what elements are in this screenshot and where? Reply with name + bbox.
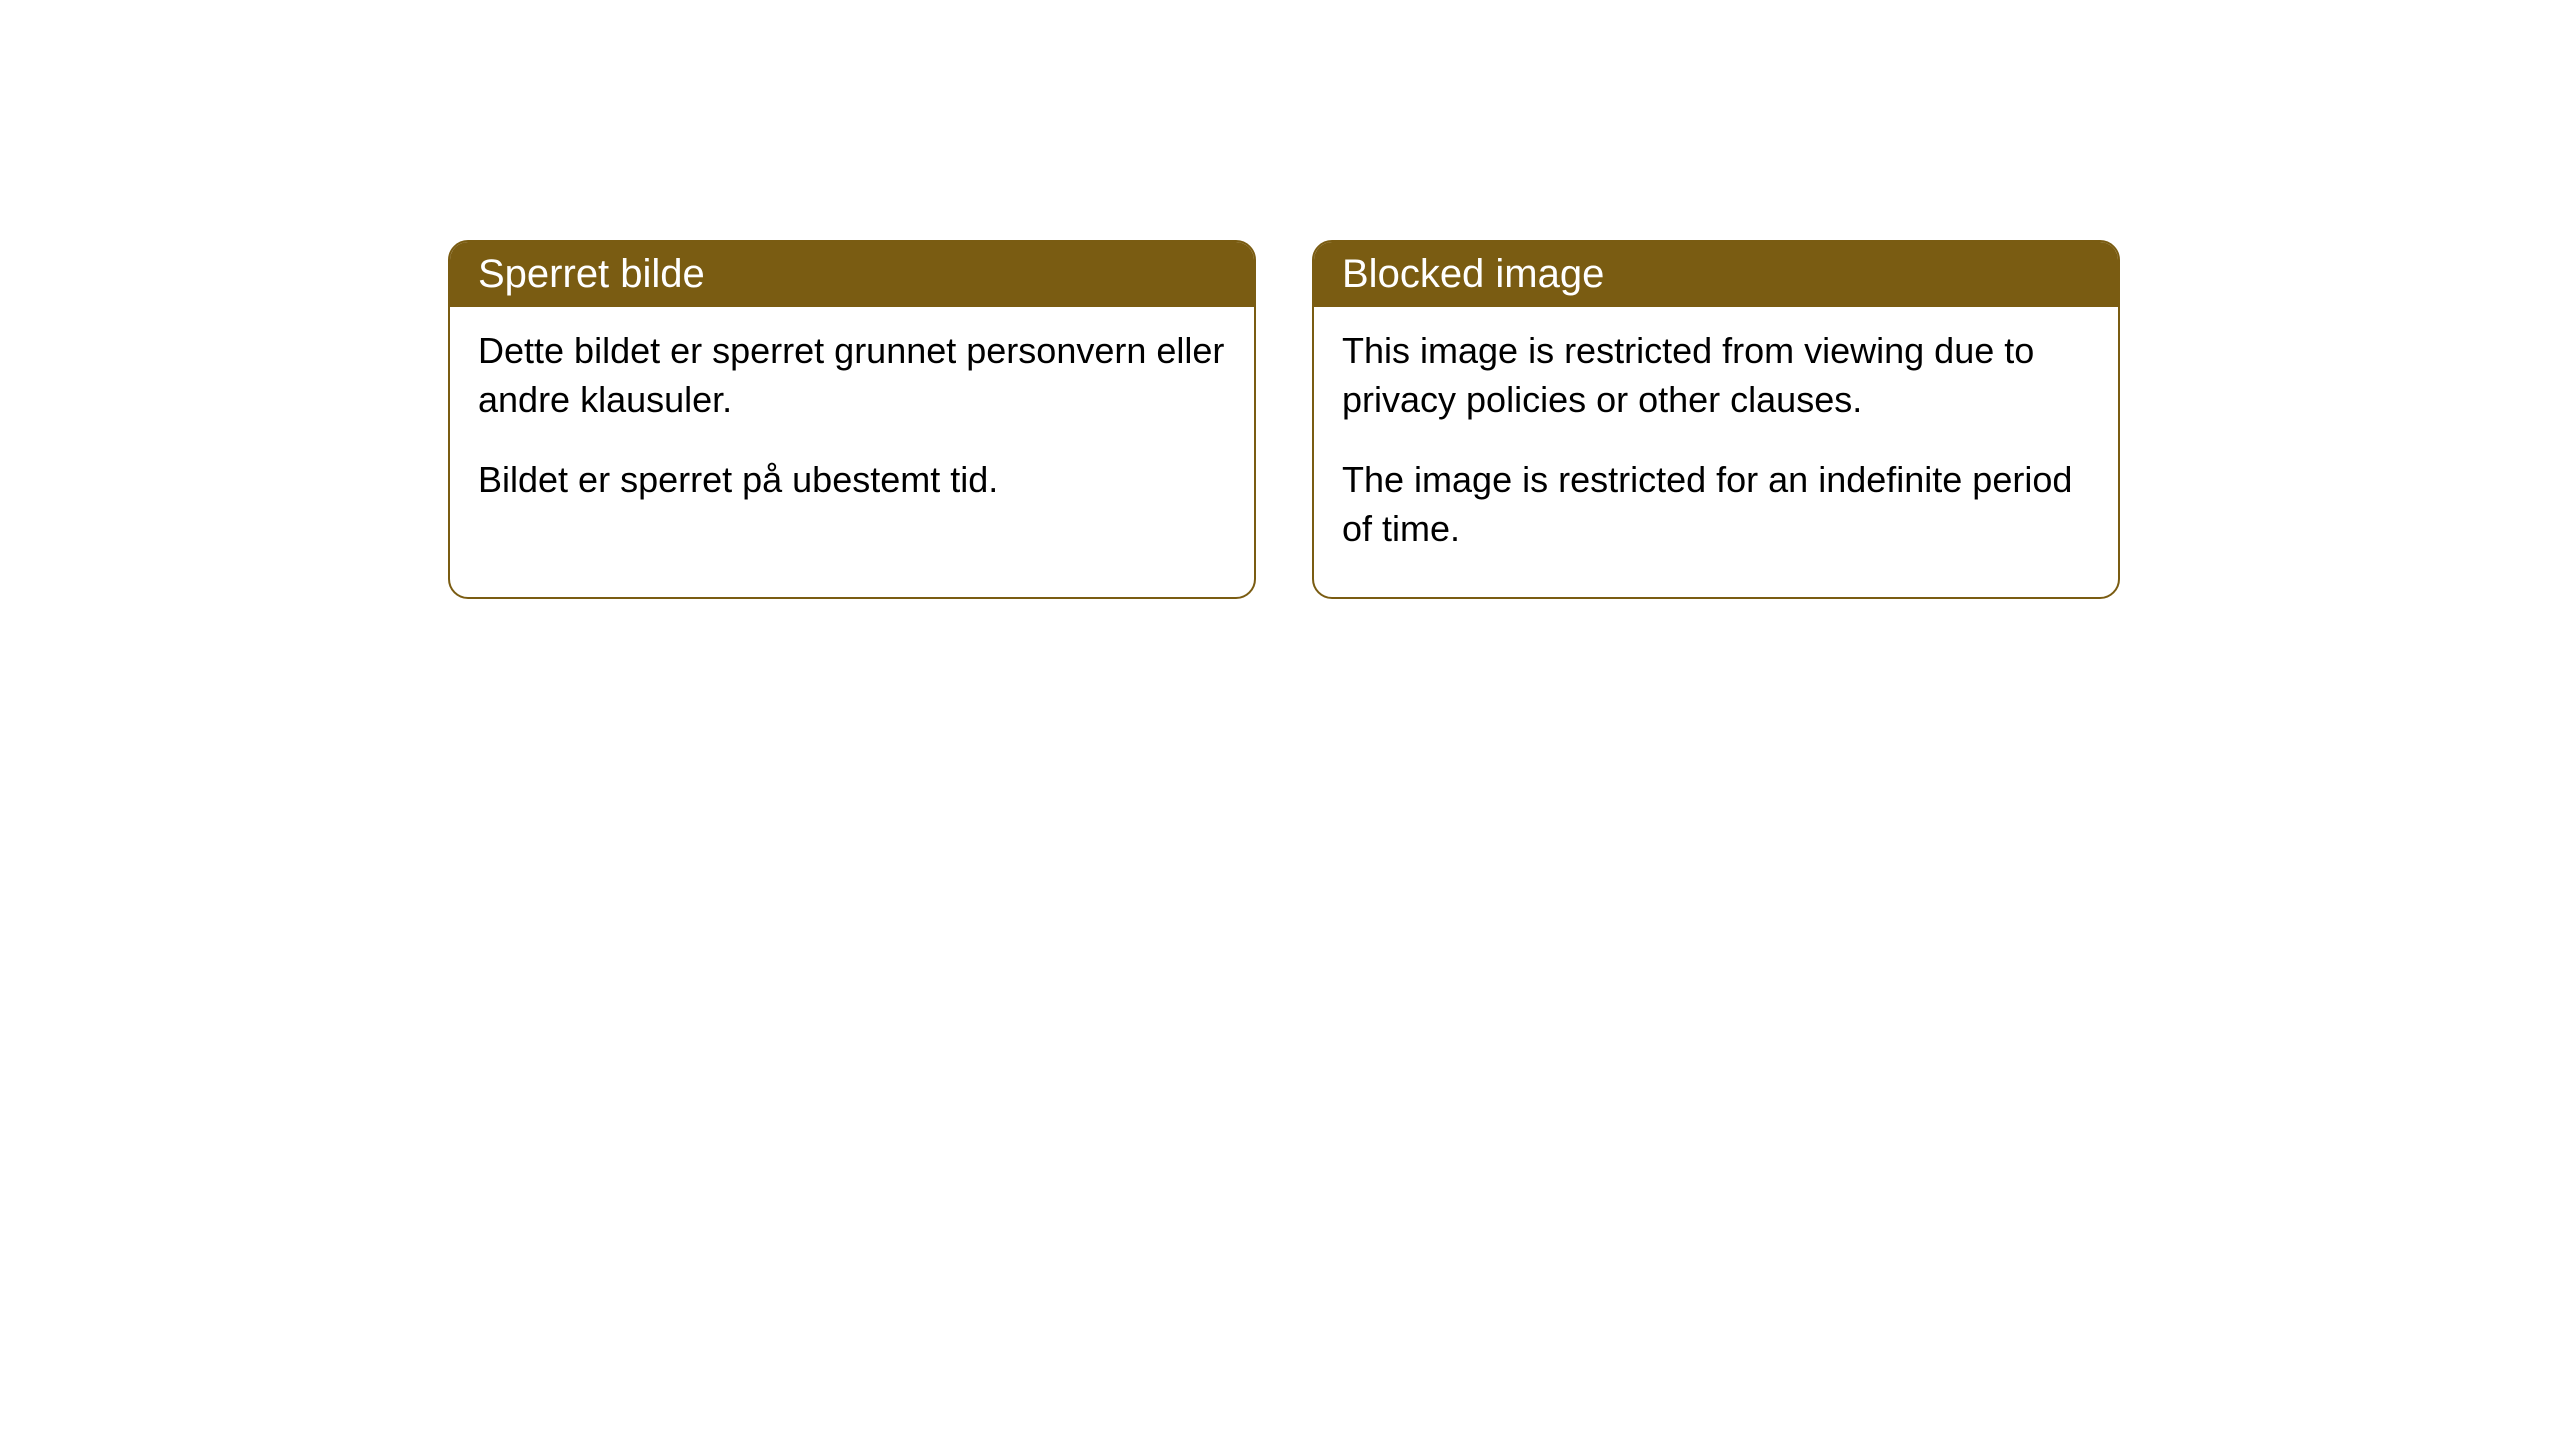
notice-card-norwegian: Sperret bilde Dette bildet er sperret gr…: [448, 240, 1256, 599]
notice-paragraph-1: Dette bildet er sperret grunnet personve…: [478, 327, 1226, 424]
card-title: Sperret bilde: [478, 252, 705, 296]
card-header: Blocked image: [1314, 242, 2118, 307]
notice-paragraph-1: This image is restricted from viewing du…: [1342, 327, 2090, 424]
card-header: Sperret bilde: [450, 242, 1254, 307]
card-body: This image is restricted from viewing du…: [1314, 307, 2118, 597]
card-body: Dette bildet er sperret grunnet personve…: [450, 307, 1254, 549]
notice-paragraph-2: The image is restricted for an indefinit…: [1342, 456, 2090, 553]
notice-cards-container: Sperret bilde Dette bildet er sperret gr…: [448, 240, 2120, 599]
card-title: Blocked image: [1342, 252, 1604, 296]
notice-paragraph-2: Bildet er sperret på ubestemt tid.: [478, 456, 1226, 505]
notice-card-english: Blocked image This image is restricted f…: [1312, 240, 2120, 599]
